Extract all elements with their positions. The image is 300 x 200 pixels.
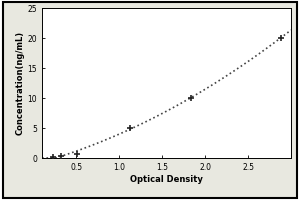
X-axis label: Optical Density: Optical Density (130, 175, 203, 184)
Y-axis label: Concentration(ng/mL): Concentration(ng/mL) (16, 31, 25, 135)
